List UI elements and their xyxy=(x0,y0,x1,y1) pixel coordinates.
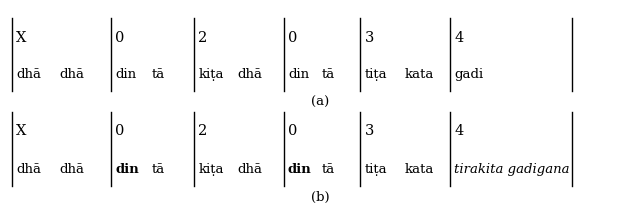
Text: dhā: dhā xyxy=(60,163,84,176)
Text: din: din xyxy=(115,68,136,81)
Text: dhā: dhā xyxy=(238,68,263,81)
Text: tā: tā xyxy=(152,163,165,176)
Text: 0: 0 xyxy=(288,31,298,45)
Text: din: din xyxy=(288,163,312,176)
Text: 3: 3 xyxy=(365,31,374,45)
Text: 4: 4 xyxy=(454,31,463,45)
Text: (b): (b) xyxy=(310,191,330,204)
Text: tā: tā xyxy=(152,68,165,81)
Text: dhā: dhā xyxy=(60,68,84,81)
Text: X: X xyxy=(16,31,26,45)
Text: tiṭa: tiṭa xyxy=(365,163,387,176)
Text: gadi: gadi xyxy=(454,68,484,81)
Text: dhā: dhā xyxy=(16,68,41,81)
Text: kiṭa: kiṭa xyxy=(198,68,224,81)
Text: kiṭa: kiṭa xyxy=(198,163,224,176)
Text: 2: 2 xyxy=(198,124,207,138)
Text: (a): (a) xyxy=(311,96,329,109)
Text: din: din xyxy=(288,68,309,81)
Text: kata: kata xyxy=(404,163,433,176)
Text: dhā: dhā xyxy=(238,163,263,176)
Text: 0: 0 xyxy=(288,124,298,138)
Text: dhā: dhā xyxy=(16,163,41,176)
Text: 2: 2 xyxy=(198,31,207,45)
Text: kata: kata xyxy=(404,68,433,81)
Text: 4: 4 xyxy=(454,124,463,138)
Text: tā: tā xyxy=(322,163,335,176)
Text: tirakita gadigana: tirakita gadigana xyxy=(454,163,570,176)
Text: din: din xyxy=(115,163,139,176)
Text: tā: tā xyxy=(322,68,335,81)
Text: tiṭa: tiṭa xyxy=(365,68,387,81)
Text: 0: 0 xyxy=(115,124,125,138)
Text: 0: 0 xyxy=(115,31,125,45)
Text: X: X xyxy=(16,124,26,138)
Text: 3: 3 xyxy=(365,124,374,138)
